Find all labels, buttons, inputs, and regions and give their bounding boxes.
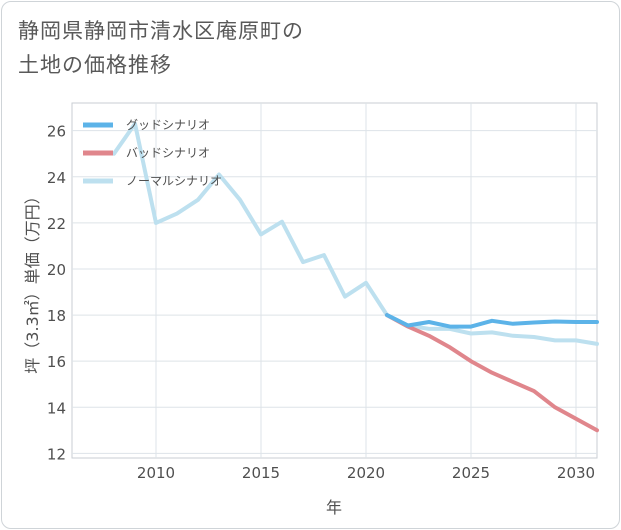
- chart-title: 静岡県静岡市清水区庵原町の 土地の価格推移: [18, 14, 598, 82]
- legend-label-2: ノーマルシナリオ: [126, 174, 222, 188]
- legend-label-0: グッドシナリオ: [126, 118, 210, 132]
- title-line-1: 静岡県静岡市清水区庵原町の: [18, 19, 304, 43]
- x-axis-title: 年: [326, 498, 342, 517]
- y-tick-label: 24: [47, 169, 66, 187]
- series-line-0: [385, 313, 599, 329]
- y-tick-label: 26: [47, 123, 66, 141]
- y-tick-label: 20: [47, 261, 66, 279]
- series-line-2: [112, 121, 599, 346]
- x-tick-label: 2025: [452, 464, 490, 482]
- x-tick-label: 2020: [347, 464, 385, 482]
- title-line-2: 土地の価格推移: [18, 53, 172, 77]
- x-tick-label: 2010: [137, 464, 175, 482]
- y-tick-label: 14: [47, 399, 66, 417]
- y-tick-label: 16: [47, 353, 66, 371]
- grid-lines: [72, 103, 597, 458]
- x-tick-labels: 2010 2015 2020 2025 2030: [137, 464, 595, 482]
- legend-label-1: バッドシナリオ: [126, 146, 210, 160]
- series-line-1: [385, 313, 599, 433]
- y-tick-label: 22: [47, 215, 66, 233]
- x-tick-label: 2030: [557, 464, 595, 482]
- y-tick-label: 18: [47, 307, 66, 325]
- y-tick-labels: 12 14 16 18 20 22 24 26: [47, 123, 66, 464]
- series-lines: [112, 121, 599, 433]
- y-tick-label: 12: [47, 445, 66, 463]
- plot-area: [71, 102, 598, 459]
- x-tick-label: 2015: [242, 464, 280, 482]
- y-axis-title: 坪（3.3㎡）単価（万円）: [23, 188, 42, 373]
